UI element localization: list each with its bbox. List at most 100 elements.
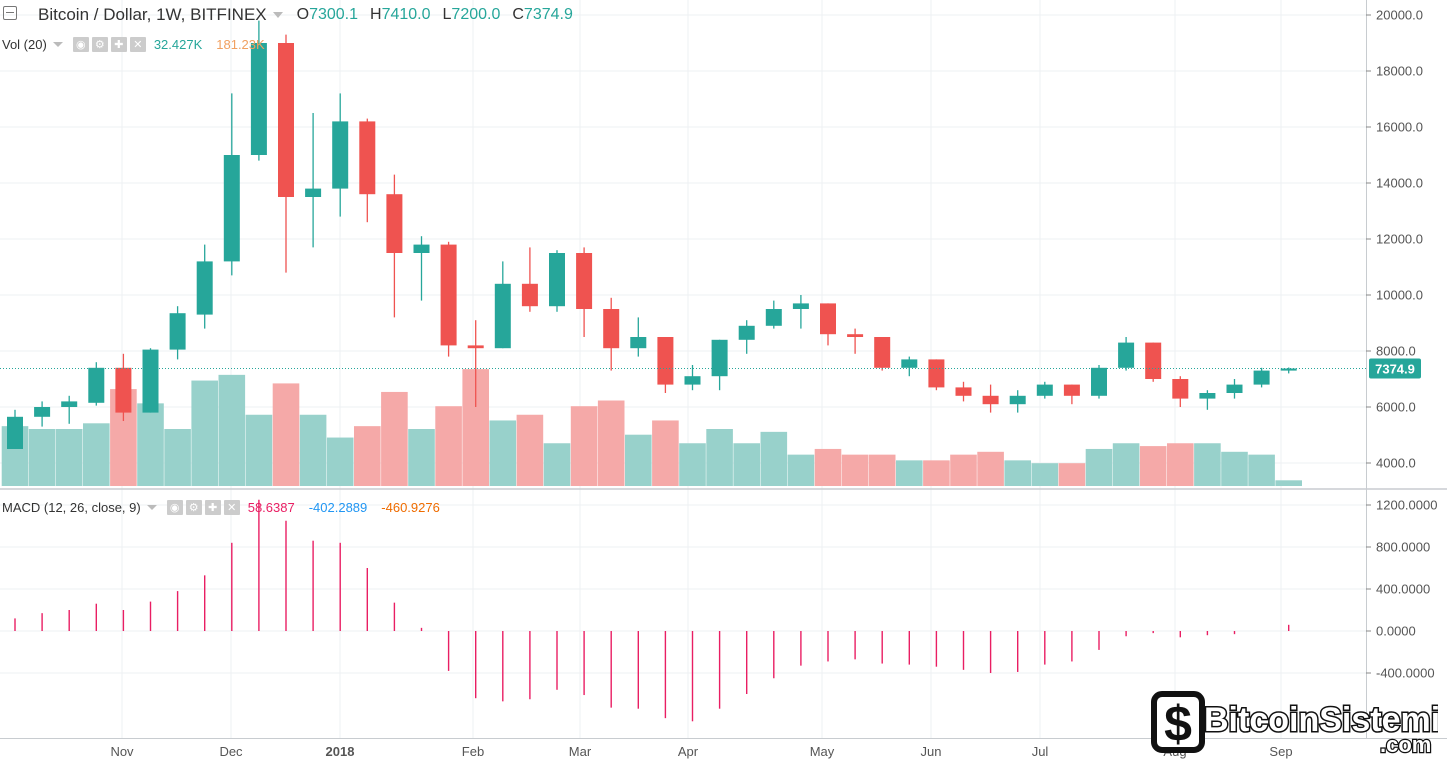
volume-bar <box>652 420 679 486</box>
volume-bar <box>218 374 246 486</box>
collapse-toggle-icon[interactable] <box>3 6 17 20</box>
volume-bar <box>381 391 408 486</box>
volume-bar <box>272 383 300 486</box>
volume-bars <box>1 369 1302 486</box>
macd-tick-label: 0.0000 <box>1376 624 1416 639</box>
volume-bar <box>1275 480 1302 486</box>
candle-body <box>1226 384 1243 393</box>
ohlc-high: H7410.0 <box>370 6 431 23</box>
volume-indicator-name[interactable]: Vol (20) <box>2 36 47 52</box>
volume-bar <box>354 426 381 486</box>
candle-body <box>576 253 593 309</box>
ohlc-open: O7300.1 <box>296 6 359 23</box>
volume-dropdown-icon[interactable] <box>52 41 63 47</box>
visibility-icon[interactable]: ◉ <box>72 36 89 52</box>
macd-indicator-name[interactable]: MACD (12, 26, close, 9) <box>2 499 141 515</box>
candle-body <box>738 325 755 340</box>
candle-body <box>494 283 511 349</box>
candle-body <box>1199 393 1216 399</box>
price-tick-label: 20000.0 <box>1376 8 1423 23</box>
volume-bar <box>1031 463 1059 486</box>
volume-bar <box>137 403 164 486</box>
candle-body <box>332 121 349 189</box>
time-tick-label: Jul <box>1032 744 1049 759</box>
volume-bar <box>299 414 327 486</box>
bitcoinsistemi-logo: $ BitcoinSistemi .com <box>1151 691 1438 758</box>
candle-body <box>467 345 484 349</box>
price-tick-label: 6000.0 <box>1376 400 1416 415</box>
candle-body <box>1145 342 1162 379</box>
candle-body <box>684 376 701 385</box>
gear-icon[interactable]: ⚙ <box>185 499 202 515</box>
symbol-dropdown-icon[interactable] <box>272 12 283 18</box>
macd-tick-label: 400.0000 <box>1376 582 1430 597</box>
candle-body <box>792 303 809 309</box>
time-tick-label: Jun <box>921 744 942 759</box>
candle-body <box>250 43 267 155</box>
volume-bar <box>1221 451 1248 486</box>
candlesticks <box>7 20 1297 449</box>
volume-bar <box>787 454 815 486</box>
volume-bar <box>570 406 598 486</box>
candle-body <box>359 121 376 195</box>
time-tick-label: Nov <box>110 744 134 759</box>
price-tick-label: 12000.0 <box>1376 232 1423 247</box>
volume-bar <box>679 443 706 486</box>
candle-body <box>88 367 105 403</box>
last-price-line: 7374.9 <box>0 358 1421 379</box>
macd-tick-label: -400.0000 <box>1376 666 1435 681</box>
volume-bar <box>1004 460 1031 486</box>
macd-dropdown-icon[interactable] <box>146 504 157 510</box>
volume-indicator-legend: Vol (20) ◉ ⚙ ✚ ✕ 32.427K 181.23K <box>0 33 279 55</box>
volume-ma-value: 181.23K <box>216 36 265 52</box>
candle-body <box>711 339 728 377</box>
time-tick-label: Apr <box>678 744 699 759</box>
candle-body <box>115 367 132 413</box>
candle-body <box>874 337 891 368</box>
volume-bar <box>597 400 625 486</box>
candle-body <box>928 359 945 388</box>
macd-tick-label: 800.0000 <box>1376 540 1430 555</box>
more-icon[interactable]: ✚ <box>204 499 221 515</box>
watermark-text: BitcoinSistemi <box>1204 701 1438 739</box>
volume-bar <box>408 429 435 486</box>
macd-histogram-value: 58.6387 <box>247 499 295 515</box>
gear-icon[interactable]: ⚙ <box>91 36 108 52</box>
volume-bar <box>1248 454 1275 486</box>
symbol-title[interactable]: Bitcoin / Dollar, 1W, BITFINEX <box>38 5 267 24</box>
close-icon[interactable]: ✕ <box>129 36 146 52</box>
candle-body <box>1172 379 1189 399</box>
volume-bar <box>435 406 462 486</box>
price-tick-label: 16000.0 <box>1376 120 1423 135</box>
time-tick-label: Mar <box>569 744 592 759</box>
more-icon[interactable]: ✚ <box>110 36 127 52</box>
time-tick-label: Dec <box>219 744 243 759</box>
close-icon[interactable]: ✕ <box>223 499 240 515</box>
volume-bar <box>977 451 1004 486</box>
candle-body <box>630 337 647 349</box>
candle-body <box>1036 384 1053 396</box>
macd-indicator-legend: MACD (12, 26, close, 9) ◉ ⚙ ✚ ✕ 58.6387 … <box>0 496 454 518</box>
candle-body <box>169 313 186 350</box>
candle-body <box>440 244 457 346</box>
volume-bar <box>1112 443 1140 486</box>
volume-bar <box>164 429 191 486</box>
volume-bar <box>1085 448 1113 486</box>
volume-bar <box>1167 443 1194 486</box>
candle-body <box>386 194 403 253</box>
volume-bar <box>1058 463 1086 486</box>
candle-body <box>657 337 674 385</box>
visibility-icon[interactable]: ◉ <box>166 499 183 515</box>
candle-body <box>1253 370 1270 385</box>
volume-bar <box>1194 443 1221 486</box>
ohlc-low: L7200.0 <box>442 6 501 23</box>
candle-body <box>305 188 322 197</box>
volume-bar <box>706 429 733 486</box>
candle-body <box>1280 368 1297 371</box>
volume-bar <box>55 429 83 486</box>
volume-bar <box>841 454 869 486</box>
candle-body <box>1091 367 1107 396</box>
macd-line-value: -402.2889 <box>308 499 368 515</box>
volume-bar <box>950 454 977 486</box>
